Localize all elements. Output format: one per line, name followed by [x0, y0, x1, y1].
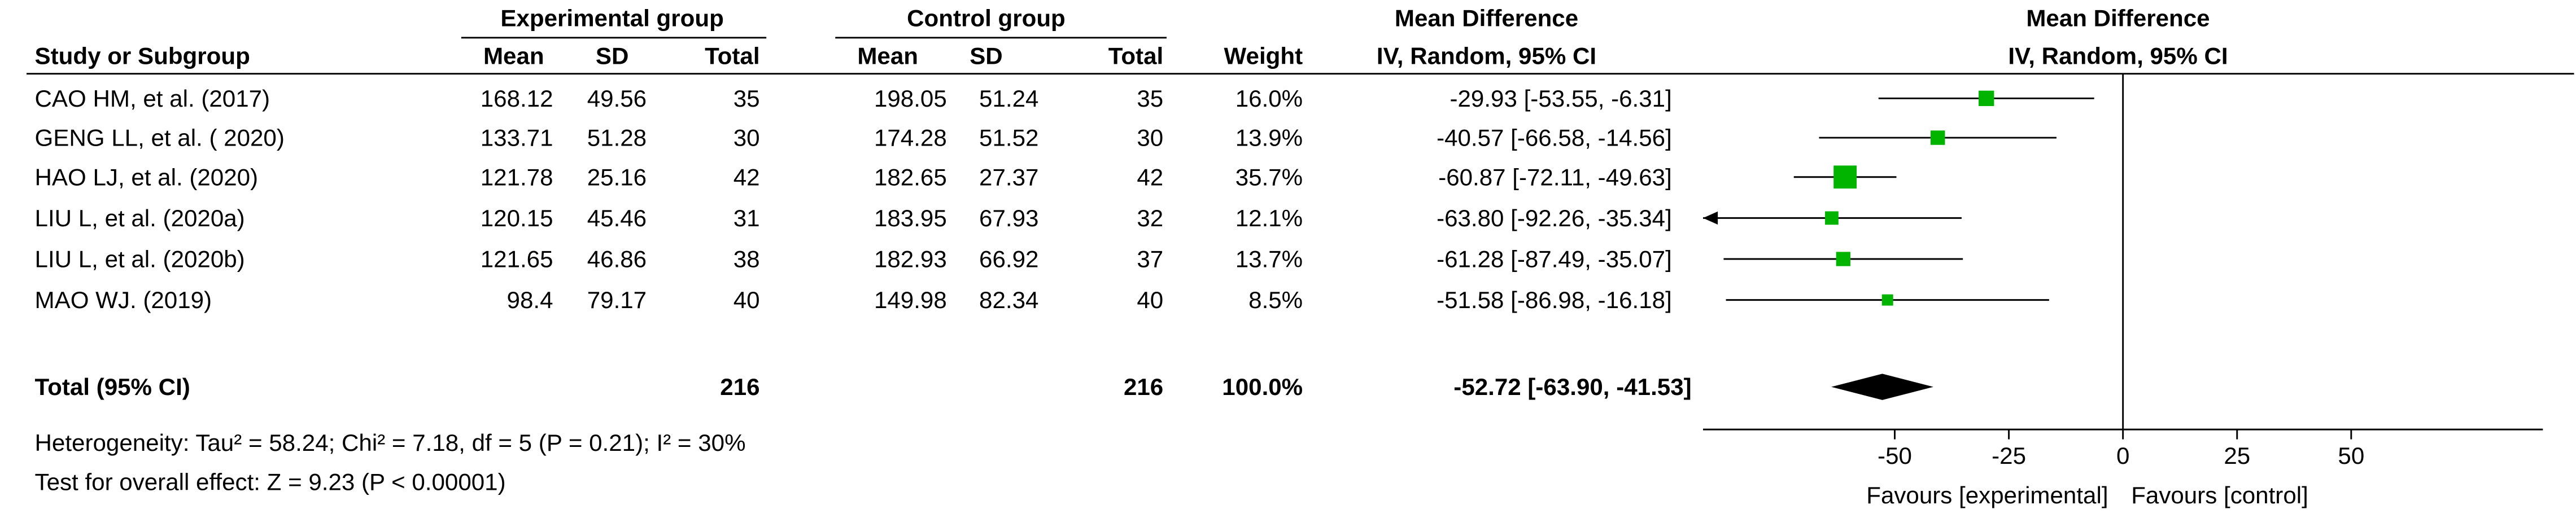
- cell: 51.24: [979, 85, 1038, 112]
- total-cell: Total (95% CI): [35, 374, 190, 400]
- cell: 51.52: [979, 125, 1038, 151]
- cell: 37: [1137, 246, 1163, 273]
- cell: GENG LL, et al. ( 2020): [35, 125, 285, 151]
- cell: 49.56: [587, 85, 647, 112]
- x-tick-label: -25: [1992, 442, 2026, 469]
- weight-square: [1836, 252, 1850, 266]
- cell: CAO HM, et al. (2017): [35, 85, 270, 112]
- cell: 35.7%: [1235, 164, 1303, 190]
- cell: 35: [733, 85, 760, 112]
- cell: 13.9%: [1235, 125, 1303, 151]
- cell: 121.78: [481, 164, 553, 190]
- cell: HAO LJ, et al. (2020): [35, 164, 259, 190]
- x-tick-label: 25: [2224, 442, 2250, 469]
- cell: 46.86: [587, 246, 647, 273]
- cell: MAO WJ. (2019): [35, 287, 212, 313]
- cell: 31: [733, 205, 760, 231]
- x-tick-label: 0: [2116, 442, 2129, 469]
- cell: 98.4: [507, 287, 553, 313]
- cell: 35: [1137, 85, 1163, 112]
- cell: 42: [733, 164, 760, 190]
- cell: 133.71: [481, 125, 553, 151]
- x-tick-label: -50: [1878, 442, 1912, 469]
- cell: 168.12: [481, 85, 553, 112]
- cell: 174.28: [874, 125, 947, 151]
- total-cell: 100.0%: [1222, 374, 1303, 400]
- cell: 67.93: [979, 205, 1038, 231]
- weight-square: [1881, 294, 1893, 306]
- total-cell: 216: [720, 374, 759, 400]
- column-header: Total: [705, 42, 759, 69]
- cell: 45.46: [587, 205, 647, 231]
- cell: 183.95: [874, 205, 947, 231]
- column-header: SD: [970, 42, 1003, 69]
- column-header: SD: [596, 42, 629, 69]
- weight-square: [1825, 211, 1839, 225]
- cell: 38: [733, 246, 760, 273]
- weight-square: [1833, 165, 1857, 189]
- total-cell: 216: [1124, 374, 1163, 400]
- cell: 42: [1137, 164, 1163, 190]
- x-tick-label: 50: [2338, 442, 2364, 469]
- group-header: Mean Difference: [1395, 5, 1578, 31]
- cell: -60.87 [-72.11, -49.63]: [1438, 164, 1672, 190]
- cell: 121.65: [481, 246, 553, 273]
- column-header: Study or Subgroup: [35, 42, 250, 69]
- total-cell: -52.72 [-63.90, -41.53]: [1453, 374, 1691, 400]
- cell: 30: [733, 125, 760, 151]
- cell: -29.93 [-53.55, -6.31]: [1450, 85, 1672, 112]
- weight-square: [1979, 90, 1994, 106]
- cell: 182.65: [874, 164, 947, 190]
- cell: 182.93: [874, 246, 947, 273]
- overall-effect: Test for overall effect: Z = 9.23 (P < 0…: [35, 469, 506, 495]
- cell: 16.0%: [1235, 85, 1303, 112]
- cell: 13.7%: [1235, 246, 1303, 273]
- cell: 82.34: [979, 287, 1038, 313]
- cell: 40: [733, 287, 760, 313]
- weight-square: [1930, 130, 1945, 145]
- column-header: IV, Random, 95% CI: [2008, 42, 2228, 69]
- ci-arrow: [1702, 211, 1718, 225]
- cell: 27.37: [979, 164, 1038, 190]
- cell: LIU L, et al. (2020b): [35, 246, 245, 273]
- summary-diamond: [1831, 374, 1933, 400]
- column-header: Mean: [483, 42, 544, 69]
- group-header: Mean Difference: [2026, 5, 2210, 31]
- group-header: Experimental group: [500, 5, 723, 31]
- cell: 79.17: [587, 287, 647, 313]
- cell: -61.28 [-87.49, -35.07]: [1437, 246, 1672, 273]
- heterogeneity: Heterogeneity: Tau² = 58.24; Chi² = 7.18…: [35, 429, 746, 456]
- cell: 25.16: [587, 164, 647, 190]
- cell: 120.15: [481, 205, 553, 231]
- cell: 8.5%: [1248, 287, 1303, 313]
- x-label: Favours [control]: [2131, 482, 2308, 508]
- cell: 66.92: [979, 246, 1038, 273]
- cell: 40: [1137, 287, 1163, 313]
- cell: LIU L, et al. (2020a): [35, 205, 245, 231]
- column-header: IV, Random, 95% CI: [1377, 42, 1596, 69]
- column-header: Mean: [857, 42, 918, 69]
- column-header: Total: [1108, 42, 1163, 69]
- cell: -51.58 [-86.98, -16.18]: [1437, 287, 1672, 313]
- cell: 198.05: [874, 85, 947, 112]
- cell: 12.1%: [1235, 205, 1303, 231]
- cell: -40.57 [-66.58, -14.56]: [1437, 125, 1672, 151]
- cell: 30: [1137, 125, 1163, 151]
- cell: -63.80 [-92.26, -35.34]: [1437, 205, 1672, 231]
- x-label: Favours [experimental]: [1866, 482, 2108, 508]
- cell: 149.98: [874, 287, 947, 313]
- group-header: Control group: [907, 5, 1066, 31]
- cell: 32: [1137, 205, 1163, 231]
- cell: 51.28: [587, 125, 647, 151]
- column-header: Weight: [1224, 42, 1303, 69]
